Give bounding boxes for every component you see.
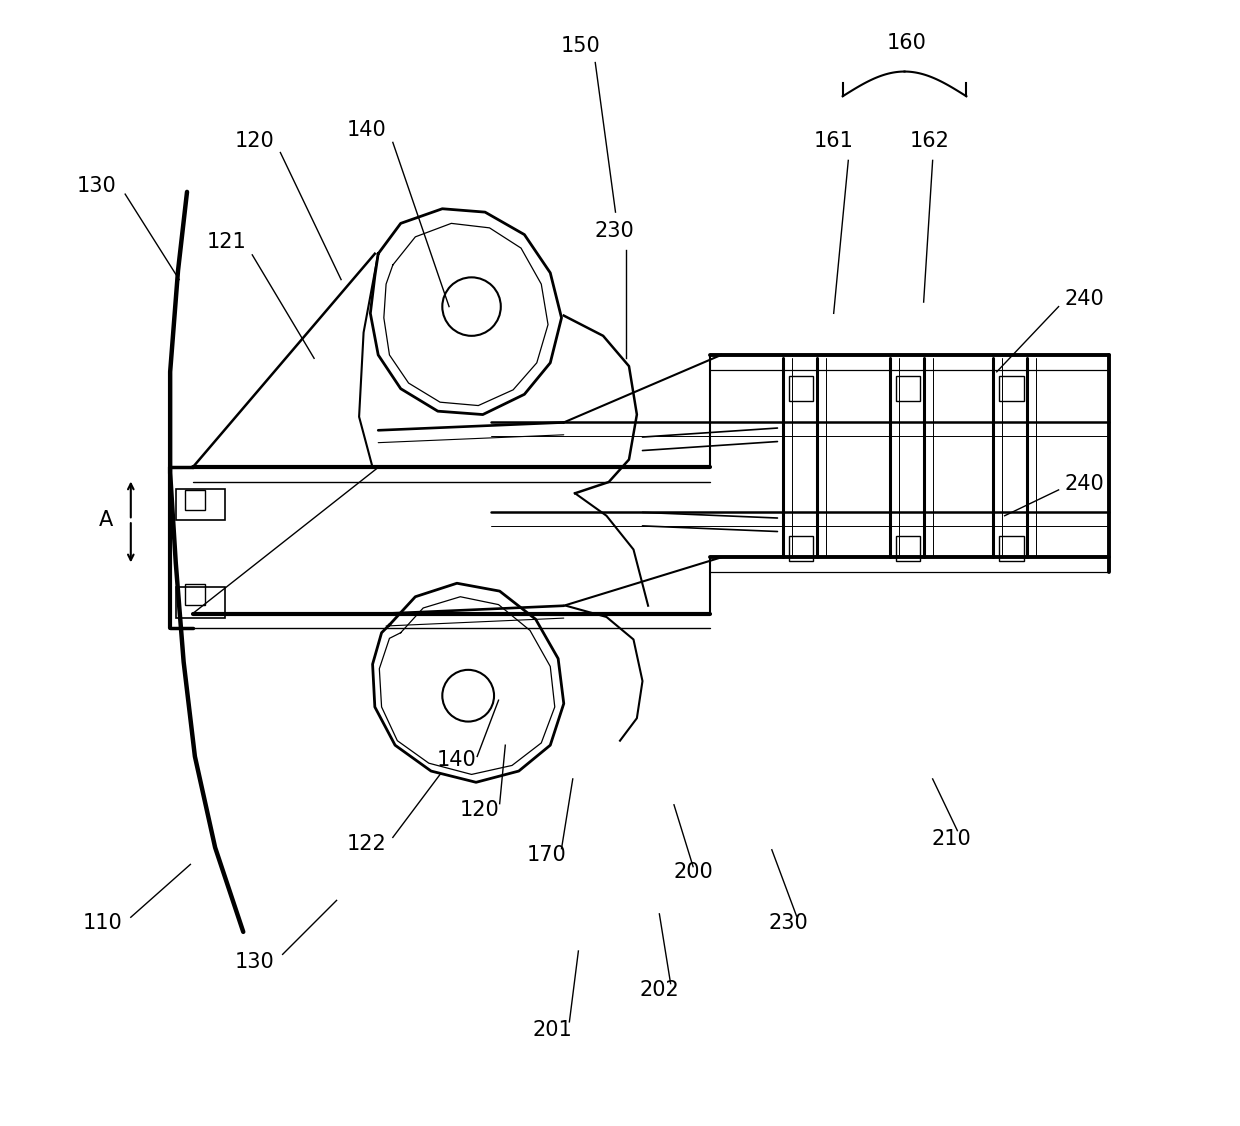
Text: 150: 150 — [560, 36, 600, 55]
Text: A: A — [99, 510, 113, 530]
Bar — [176, 587, 226, 618]
Bar — [895, 376, 920, 401]
Text: 162: 162 — [909, 132, 949, 151]
Text: 160: 160 — [887, 34, 926, 53]
Bar — [176, 489, 226, 520]
Text: 201: 201 — [533, 1020, 573, 1039]
Text: 110: 110 — [83, 913, 123, 932]
Bar — [789, 536, 813, 561]
Text: 240: 240 — [1064, 288, 1104, 309]
Text: 170: 170 — [527, 846, 567, 866]
Text: 230: 230 — [769, 913, 808, 932]
Text: 210: 210 — [932, 829, 972, 849]
Bar — [789, 376, 813, 401]
Bar — [999, 376, 1024, 401]
Bar — [999, 536, 1024, 561]
Text: 122: 122 — [347, 834, 387, 855]
Text: 121: 121 — [207, 232, 247, 252]
Bar — [895, 536, 920, 561]
Bar — [185, 584, 205, 605]
Text: 230: 230 — [594, 221, 634, 241]
Text: 130: 130 — [77, 177, 117, 196]
Text: 200: 200 — [673, 863, 713, 883]
Text: 130: 130 — [234, 953, 274, 972]
Text: 140: 140 — [436, 750, 477, 770]
Text: 120: 120 — [460, 801, 500, 821]
Text: 120: 120 — [234, 132, 274, 151]
Text: 140: 140 — [347, 120, 387, 140]
Bar — [185, 490, 205, 510]
Text: 161: 161 — [813, 132, 853, 151]
Text: 202: 202 — [640, 981, 680, 1000]
Text: 240: 240 — [1064, 474, 1104, 494]
